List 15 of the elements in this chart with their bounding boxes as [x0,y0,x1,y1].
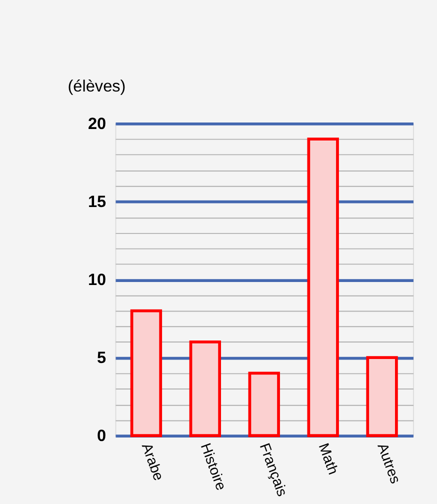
bar [307,138,339,438]
y-tick-label: 15 [88,192,106,211]
y-tick-label: 0 [97,426,106,445]
x-tick-label: Histoire [196,441,229,493]
y-tick-label: 10 [88,270,106,289]
y-tick-label: 20 [88,114,106,133]
bar [366,356,398,438]
y-tick-label: 5 [97,348,106,367]
bar [248,372,280,438]
x-tick-label: Autres [374,441,404,486]
bar [189,340,222,438]
x-tick-label: Arabe [138,441,166,483]
bar [130,309,162,438]
y-axis-title: (élèves) [68,77,126,96]
x-tick-label: Math [314,441,341,477]
